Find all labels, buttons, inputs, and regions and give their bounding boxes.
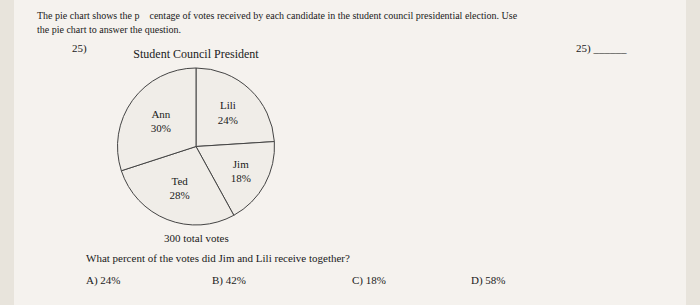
svg-text:Lili24%: Lili24% bbox=[218, 99, 238, 125]
svg-text:B) 42%: B) 42% bbox=[212, 274, 246, 287]
svg-text:300 total votes: 300 total votes bbox=[164, 232, 229, 244]
svg-text:The pie chart shows the p c: The pie chart shows the p centage of vot… bbox=[37, 10, 518, 21]
svg-text:Jim18%: Jim18% bbox=[231, 158, 251, 184]
svg-text:What percent of the votes did: What percent of the votes did Jim and Li… bbox=[86, 252, 350, 264]
svg-text:D) 58%: D) 58% bbox=[471, 274, 506, 287]
svg-text:the pie chart to answer the qu: the pie chart to answer the question. bbox=[37, 24, 181, 35]
svg-text:A) 24%: A) 24% bbox=[86, 274, 121, 287]
svg-text:Student Council President: Student Council President bbox=[133, 47, 259, 61]
svg-text:Ann30%: Ann30% bbox=[151, 108, 171, 134]
svg-text:25) ______: 25) ______ bbox=[576, 42, 627, 55]
svg-text:C) 18%: C) 18% bbox=[352, 274, 386, 287]
svg-text:25): 25) bbox=[72, 42, 87, 55]
svg-text:Ted28%: Ted28% bbox=[170, 175, 190, 201]
